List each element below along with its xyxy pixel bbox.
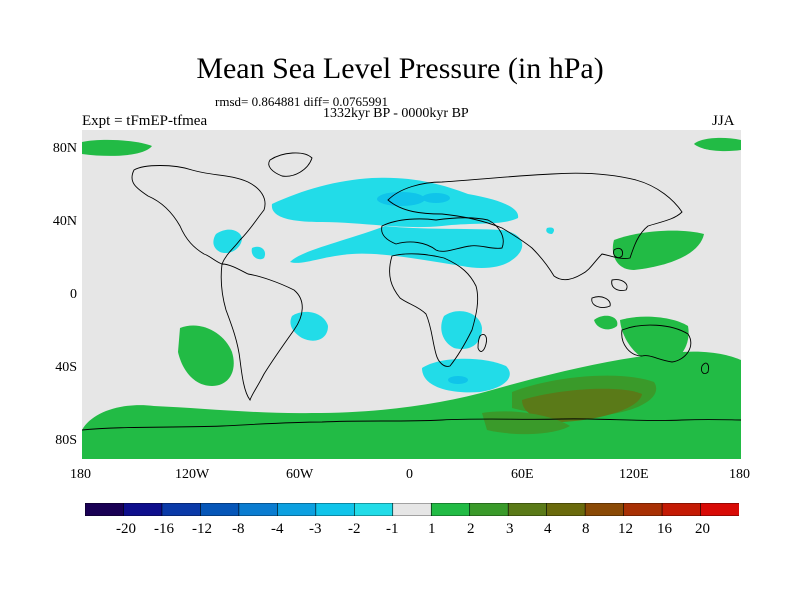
lat-label-80s: 80S <box>55 433 77 448</box>
lon-label-60e: 60E <box>511 467 534 482</box>
colorbar-swatch <box>85 503 125 516</box>
colorbar-swatch <box>430 503 471 516</box>
colorbar-label: 2 <box>467 521 475 537</box>
colorbar-swatch <box>623 503 663 516</box>
colorbar-label: -8 <box>232 521 245 537</box>
colorbar-label: -20 <box>116 521 136 537</box>
rmsd-diff-stats: rmsd= 0.864881 diff= 0.0765991 <box>215 94 388 109</box>
colorbar-swatch <box>584 503 625 516</box>
colorbar-label: 8 <box>582 521 590 537</box>
lat-label-80n: 80N <box>52 141 77 156</box>
season-label: JJA <box>712 113 735 129</box>
colorbar <box>85 503 739 516</box>
lon-label-120e: 120E <box>619 467 649 482</box>
colorbar-swatch <box>392 503 432 516</box>
colorbar-label: 16 <box>657 521 672 537</box>
colorbar-swatch <box>161 503 202 516</box>
colorbar-swatch <box>700 503 739 516</box>
colorbar-label: -3 <box>309 521 322 537</box>
colorbar-swatch <box>238 503 278 516</box>
experiment-label: Expt = tFmEP-tfmea <box>82 113 208 129</box>
lon-label-180e: 180 <box>729 467 750 482</box>
colorbar-label: -1 <box>386 521 399 537</box>
colorbar-swatch <box>469 503 509 516</box>
lon-label-60w: 60W <box>286 467 314 482</box>
colorbar-label: -12 <box>192 521 212 537</box>
colorbar-swatch <box>353 503 394 516</box>
colorbar-label: -2 <box>348 521 361 537</box>
colorbar-label: -16 <box>154 521 174 537</box>
positive-anomaly-core <box>482 375 657 435</box>
lat-label-40n: 40N <box>52 214 77 229</box>
lat-label-0: 0 <box>70 287 77 302</box>
colorbar-swatch <box>277 503 317 516</box>
period-label: 1332kyr BP - 0000kyr BP <box>323 106 469 121</box>
lat-label-40s: 40S <box>55 360 77 375</box>
colorbar-label: 3 <box>506 521 514 537</box>
colorbar-label: 4 <box>544 521 552 537</box>
pressure-anomaly-map <box>82 130 741 459</box>
coastlines <box>82 152 741 431</box>
colorbar-swatch <box>661 503 702 516</box>
colorbar-label: -4 <box>271 521 284 537</box>
colorbar-label: 20 <box>695 521 710 537</box>
colorbar-swatch <box>315 503 355 516</box>
colorbar-swatch <box>507 503 548 516</box>
map-title: Mean Sea Level Pressure (in hPa) <box>196 52 604 85</box>
colorbar-swatch <box>546 503 586 516</box>
colorbar-swatch <box>200 503 240 516</box>
lon-label-120w: 120W <box>175 467 210 482</box>
colorbar-label: 1 <box>428 521 436 537</box>
colorbar-label: 12 <box>618 521 633 537</box>
negative-anomaly-core <box>377 192 468 384</box>
lon-label-180w: 180 <box>70 467 91 482</box>
lon-label-0: 0 <box>406 467 413 482</box>
colorbar-swatch <box>123 503 163 516</box>
